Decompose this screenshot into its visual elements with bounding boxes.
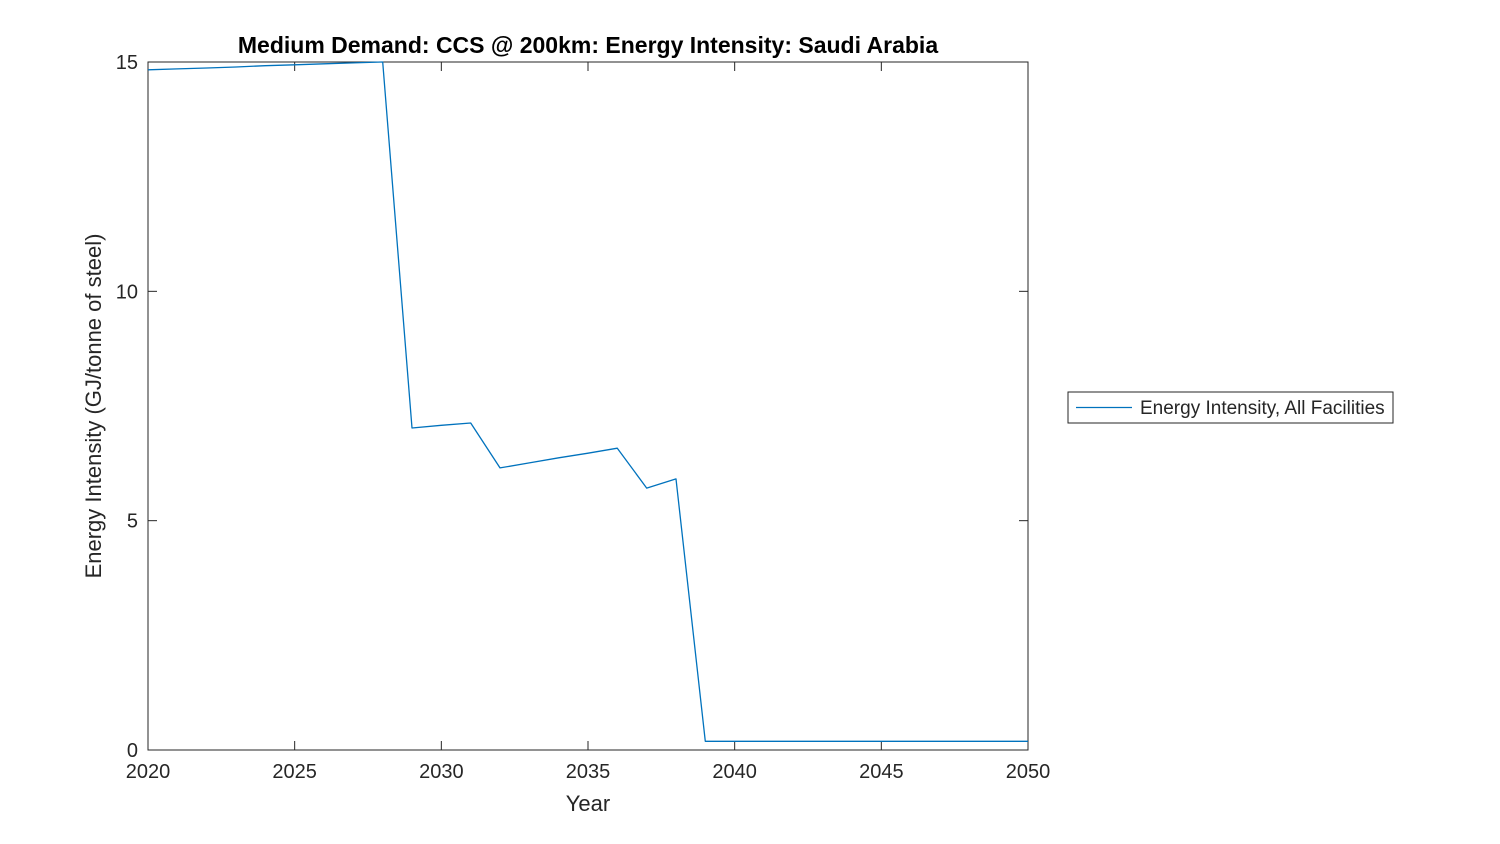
- x-tick-label: 2035: [566, 761, 611, 783]
- energy-intensity-line: [147, 61, 1028, 742]
- chart-title: Medium Demand: CCS @ 200km: Energy Inten…: [238, 32, 938, 58]
- legend: Energy Intensity, All Facilities: [1067, 391, 1394, 424]
- legend-entry-label: Energy Intensity, All Facilities: [1140, 398, 1385, 419]
- y-axis-tick-labels: 0 5 10 15: [116, 52, 138, 762]
- x-tick-label: 2040: [712, 761, 757, 783]
- y-tick-label: 0: [127, 740, 138, 762]
- x-tick-label: 2025: [272, 761, 317, 783]
- x-tick-label: 2020: [126, 761, 171, 783]
- y-tick-label: 5: [127, 511, 138, 533]
- x-axis-tick-labels: 2020 2025 2030 2035 2040 2045 2050: [126, 761, 1051, 783]
- x-tick-label: 2045: [859, 761, 904, 783]
- x-tick-label: 2050: [1006, 761, 1051, 783]
- y-tick-label: 15: [116, 52, 138, 74]
- x-tick-label: 2030: [419, 761, 464, 783]
- y-axis-label: Energy Intensity (GJ/tonne of steel): [81, 234, 106, 579]
- plot-box: [147, 61, 1029, 751]
- x-axis-label: Year: [566, 791, 610, 816]
- x-axis-ticks: [147, 62, 1029, 750]
- y-tick-label: 10: [116, 281, 138, 303]
- y-axis-ticks: [148, 61, 1028, 751]
